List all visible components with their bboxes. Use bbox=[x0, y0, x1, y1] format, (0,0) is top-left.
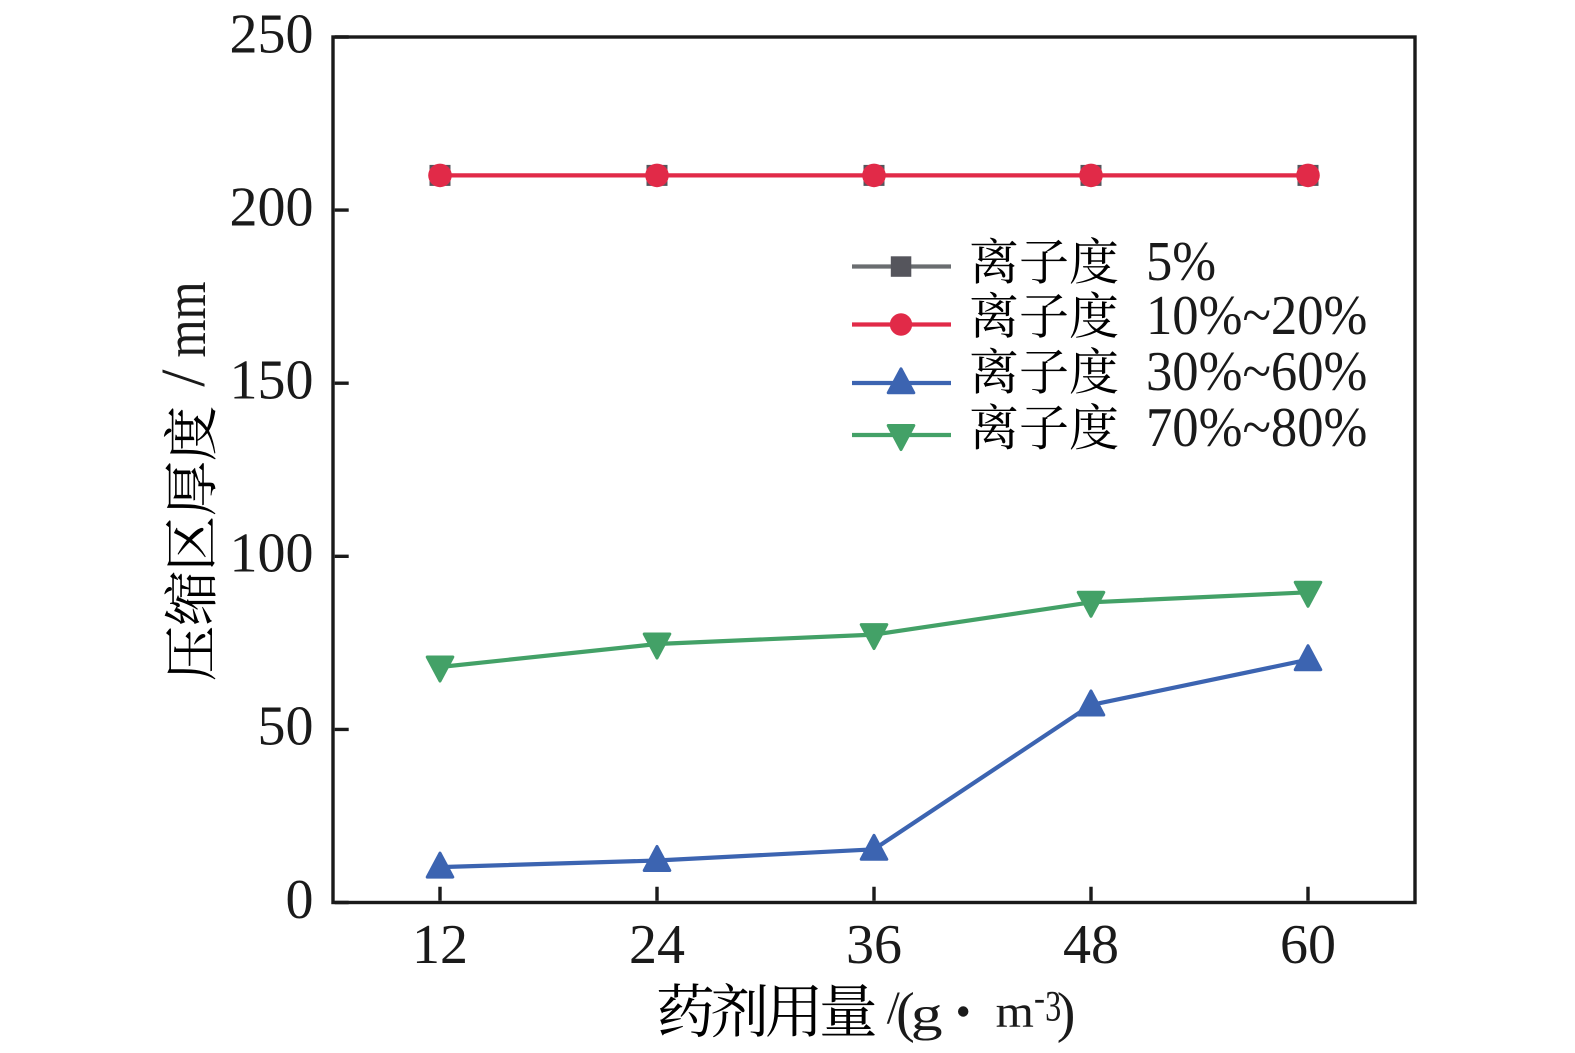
svg-text:(: ( bbox=[896, 982, 915, 1044]
svg-text:3: 3 bbox=[1045, 983, 1061, 1031]
svg-text:10%~20%: 10%~20% bbox=[1146, 285, 1367, 347]
svg-text:24: 24 bbox=[629, 914, 685, 976]
svg-text:/: / bbox=[150, 369, 218, 387]
svg-text:250: 250 bbox=[230, 3, 314, 65]
svg-text:60: 60 bbox=[1280, 914, 1336, 976]
svg-text:200: 200 bbox=[230, 176, 314, 238]
svg-text:50: 50 bbox=[258, 696, 314, 758]
svg-text:mm: mm bbox=[153, 281, 218, 357]
svg-text:48: 48 bbox=[1063, 914, 1119, 976]
svg-text:m: m bbox=[996, 987, 1034, 1037]
svg-text:g: g bbox=[911, 987, 943, 1041]
svg-text:70%~80%: 70%~80% bbox=[1146, 396, 1367, 458]
svg-text:12: 12 bbox=[412, 914, 468, 976]
svg-text:30%~60%: 30%~60% bbox=[1146, 341, 1367, 403]
svg-text:150: 150 bbox=[230, 350, 314, 412]
svg-text:0: 0 bbox=[286, 869, 314, 931]
svg-text:36: 36 bbox=[846, 914, 902, 976]
svg-text:100: 100 bbox=[230, 523, 314, 585]
svg-text:): ) bbox=[1057, 982, 1076, 1044]
svg-text:/: / bbox=[887, 982, 901, 1034]
svg-text:5%: 5% bbox=[1146, 231, 1216, 293]
